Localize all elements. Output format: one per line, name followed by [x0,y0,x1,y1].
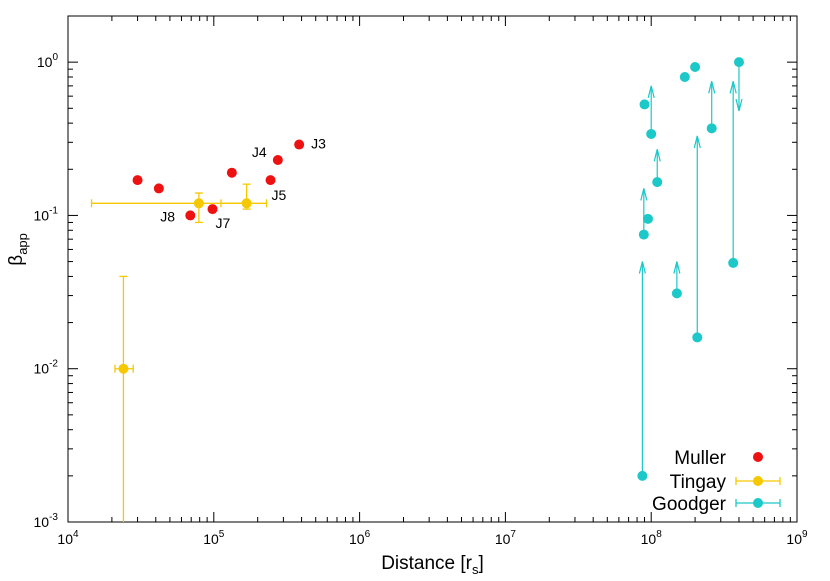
goodger-point [690,61,701,72]
goodger-arrowhead [693,135,701,149]
muller-point [153,183,164,194]
goodger-arrowhead [708,81,716,94]
goodger-point [728,257,739,268]
y-axis: 10-3 10-2 10-1 100 [34,15,797,530]
plot-frame [67,15,798,523]
goodger-point [706,123,717,134]
muller-point [265,175,276,186]
goodger-point [652,177,663,188]
muller-point [294,139,305,150]
legend-label: Goodger [652,494,727,515]
goodger-point [646,128,657,139]
goodger-arrowhead [647,85,655,99]
series-goodger [637,57,744,481]
goodger-arrowhead [653,149,661,162]
x-tick-label: 107 [495,529,517,547]
muller-point [272,154,283,165]
x-tick-label: 105 [203,529,225,547]
y-tick-label: 100 [37,52,59,70]
x-tick-label: 104 [57,529,79,547]
series-muller: J8 J7 J5 J4 J3 [132,136,326,231]
legend-label: Tingay [670,472,727,493]
legend-marker [753,498,763,508]
goodger-point [639,99,650,110]
y-tick-label: 10-2 [34,359,59,377]
point-annotation: J5 [272,187,287,203]
goodger-point [733,57,744,68]
legend-marker [753,476,763,486]
goodger-point [642,213,653,224]
muller-point [207,204,218,215]
point-annotation: J3 [311,136,326,152]
goodger-point [679,71,690,82]
x-axis: 104 105 106 107 108 109 [57,16,808,547]
point-annotation: J7 [216,215,231,231]
muller-point [132,175,143,186]
goodger-arrowhead [640,188,648,201]
goodger-point [637,470,648,481]
goodger-point [692,332,703,343]
point-annotation: J8 [160,208,175,224]
point-annotation: J4 [252,144,267,160]
muller-point [226,167,237,178]
goodger-point [671,288,682,299]
y-tick-label: 10-1 [34,205,59,223]
tingay-point [241,198,252,209]
goodger-arrowhead [735,98,743,112]
x-axis-label: Distance [rs] [381,553,484,577]
goodger-arrowhead [729,81,737,94]
goodger-point [638,229,649,240]
y-axis-label: βapp [6,233,30,266]
x-tick-label: 109 [786,529,808,547]
tingay-point [118,363,129,374]
goodger-arrowhead [638,261,646,274]
y-tick-label: 10-3 [34,512,59,530]
legend-label: Muller [674,448,726,469]
muller-point [185,210,196,221]
x-tick-label: 106 [349,529,371,547]
series-tingay [90,183,268,522]
x-tick-label: 108 [641,529,663,547]
legend-marker [753,452,763,462]
goodger-arrowhead [673,261,681,274]
tingay-point [193,198,204,209]
